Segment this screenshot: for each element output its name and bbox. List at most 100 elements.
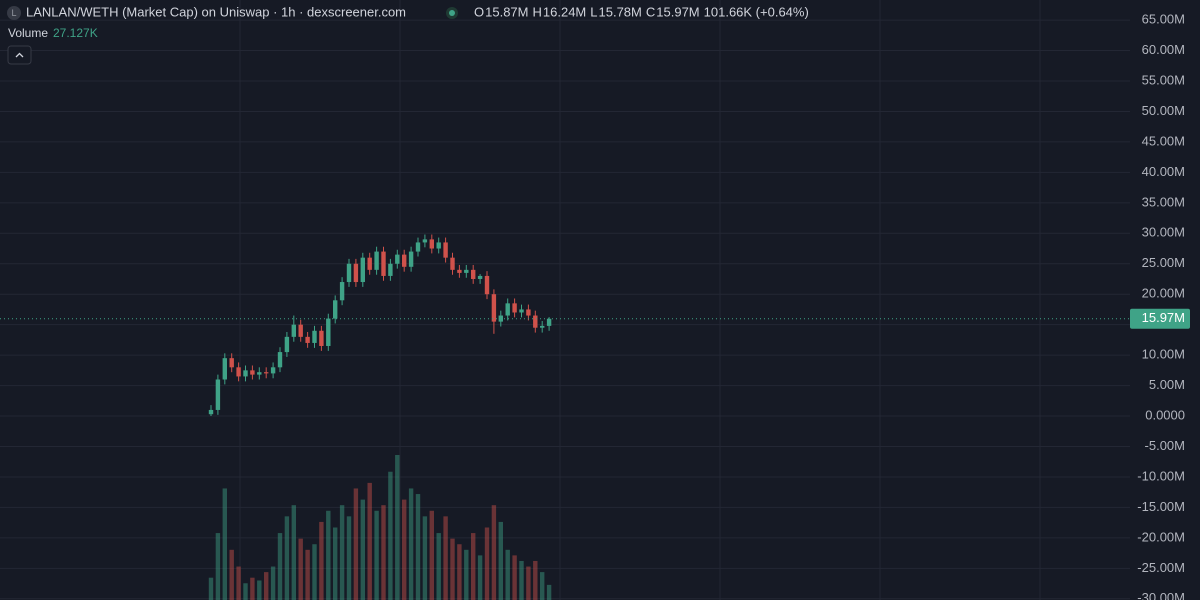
y-tick-label: 45.00M bbox=[1142, 133, 1185, 148]
y-tick-label: -30.00M bbox=[1137, 590, 1185, 600]
candle-body bbox=[477, 275, 483, 279]
candle-body bbox=[436, 242, 441, 249]
candle-body bbox=[546, 318, 552, 326]
volume-bar bbox=[367, 482, 372, 600]
volume-bar bbox=[208, 577, 214, 600]
y-tick-label: 0.0000 bbox=[1145, 407, 1185, 422]
change: 101.66K (+0.64%) bbox=[704, 4, 809, 19]
last-price-label: 15.97M bbox=[1142, 310, 1185, 325]
plot bbox=[0, 234, 1130, 600]
candle-body bbox=[277, 352, 283, 368]
volume-bar bbox=[243, 583, 248, 600]
volume-bar bbox=[429, 510, 434, 600]
y-axis: 65.00M 60.00M 55.00M 50.00M 45.00M 40.00M 35.0… bbox=[1130, 12, 1190, 600]
volume-name: Volume bbox=[8, 26, 48, 40]
ohlc-value: 15.87M bbox=[485, 4, 528, 19]
candle-body bbox=[381, 251, 386, 276]
y-tick-label: 30.00M bbox=[1142, 225, 1185, 240]
volume-bar bbox=[326, 510, 331, 600]
volume-label: 27.127K bbox=[53, 26, 98, 40]
candle-body bbox=[512, 303, 517, 313]
volume-bar bbox=[443, 516, 448, 600]
ohlc-header: O 15.87M H 16.24M L 15.78M C 15.97M 101.66K (+0.… bbox=[474, 4, 809, 19]
ohlc-key: H bbox=[533, 4, 542, 19]
y-tick-label: 25.00M bbox=[1142, 255, 1185, 270]
candle-body bbox=[270, 367, 276, 374]
candle-body bbox=[333, 300, 338, 319]
candle-body bbox=[519, 309, 524, 313]
candle-body bbox=[526, 309, 531, 316]
y-tick-label: 55.00M bbox=[1142, 72, 1185, 87]
y-tick-label: -10.00M bbox=[1137, 468, 1185, 483]
grid bbox=[0, 0, 1130, 600]
candle-body bbox=[298, 324, 303, 337]
volume-bar bbox=[498, 521, 503, 600]
candle-body bbox=[222, 358, 227, 380]
candle-body bbox=[484, 275, 490, 295]
volume-bar bbox=[505, 549, 510, 600]
ohlc-value: 15.78M bbox=[599, 4, 642, 19]
candle-body bbox=[429, 239, 434, 249]
candle-body bbox=[243, 370, 248, 377]
y-tick-label: 50.00M bbox=[1142, 103, 1185, 118]
ohlc-key: O bbox=[474, 4, 484, 19]
candle-body bbox=[215, 379, 221, 410]
volume-bar bbox=[471, 533, 476, 600]
symbol-icon bbox=[7, 6, 21, 20]
candle-body bbox=[450, 257, 455, 270]
candle-body bbox=[491, 294, 497, 322]
candle-body bbox=[229, 358, 234, 368]
volume-bar bbox=[250, 577, 255, 600]
volume-bar bbox=[526, 566, 531, 600]
candle-body bbox=[471, 269, 476, 279]
y-tick-label: 35.00M bbox=[1142, 194, 1185, 209]
candle-body bbox=[533, 315, 538, 328]
candle-body bbox=[236, 367, 241, 377]
ohlc-value: 16.24M bbox=[543, 4, 586, 19]
volume-bar bbox=[381, 505, 386, 600]
volume-bar bbox=[229, 549, 234, 600]
candle-body bbox=[250, 370, 255, 375]
volume-bar bbox=[319, 521, 324, 600]
candle-body bbox=[360, 257, 365, 283]
volume-bar bbox=[312, 544, 317, 600]
ohlc-key: C bbox=[646, 4, 655, 19]
volume-bar bbox=[395, 455, 400, 600]
volume-bar bbox=[408, 488, 414, 600]
y-tick-label: 65.00M bbox=[1142, 12, 1185, 27]
volume-bar bbox=[388, 471, 393, 600]
volume-bar bbox=[402, 499, 407, 600]
volume-bar bbox=[484, 527, 490, 600]
y-tick-label: -15.00M bbox=[1137, 499, 1185, 514]
volume-bar bbox=[215, 533, 221, 600]
candle-body bbox=[312, 330, 317, 343]
collapse-button[interactable] bbox=[7, 45, 32, 65]
candle-body bbox=[388, 263, 393, 276]
volume-bar bbox=[436, 533, 441, 600]
status-dot bbox=[449, 10, 455, 16]
candle-body bbox=[284, 336, 290, 353]
volume-bar bbox=[450, 538, 455, 600]
volume-bar bbox=[512, 555, 517, 600]
volume-bar bbox=[298, 538, 303, 600]
y-tick-label: 40.00M bbox=[1142, 164, 1185, 179]
candle-body bbox=[326, 318, 331, 346]
volume-bar bbox=[540, 572, 545, 600]
volume-bar bbox=[291, 505, 296, 600]
candle-body bbox=[208, 409, 214, 415]
candle-body bbox=[505, 303, 510, 316]
y-tick-label: 10.00M bbox=[1142, 347, 1185, 362]
volume-bar bbox=[264, 572, 269, 600]
candle-body bbox=[339, 282, 345, 301]
candle-body bbox=[415, 242, 421, 252]
volume-bar bbox=[519, 560, 524, 600]
volume-bar bbox=[236, 566, 241, 600]
volume-bar bbox=[533, 560, 538, 600]
volume-bar bbox=[270, 566, 276, 600]
volume-bar bbox=[422, 516, 428, 600]
candle-body bbox=[367, 257, 372, 270]
symbol-icon-letter: L bbox=[11, 8, 16, 18]
volume-bar bbox=[277, 533, 283, 600]
volume-bar bbox=[257, 580, 262, 600]
